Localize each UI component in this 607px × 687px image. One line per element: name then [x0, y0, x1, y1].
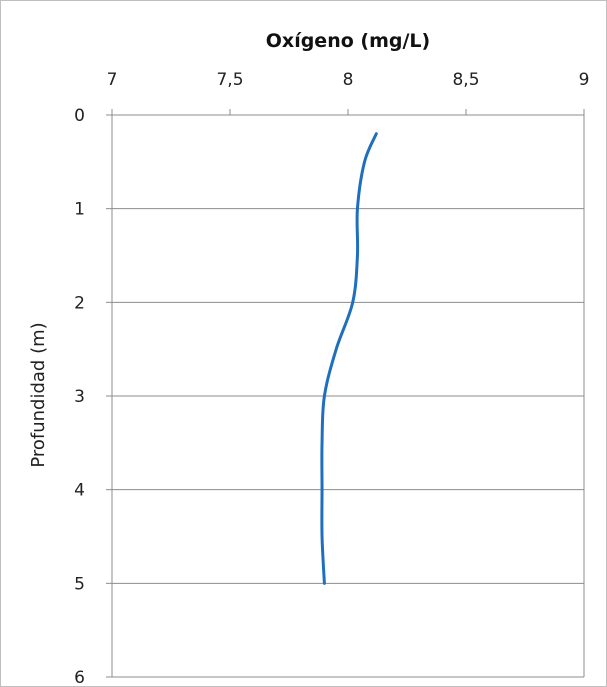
y-tick-label: 1 — [74, 200, 85, 220]
x-tick-label: 9 — [579, 70, 590, 90]
series-line-0 — [320, 132, 378, 585]
tick-labels: 0 1 2 3 4 5 6 7 7,5 8 8,5 9 — [74, 70, 589, 687]
y-tick-label: 4 — [74, 481, 85, 501]
y-tick-label: 6 — [74, 668, 85, 687]
grid-lines — [112, 208, 584, 678]
y-tick-label: 0 — [74, 106, 85, 126]
chart-title: Oxígeno (mg/L) — [266, 30, 430, 52]
x-tick-label: 8,5 — [452, 70, 479, 90]
y-axis-label: Profundidad (m) — [28, 322, 49, 467]
series-layer — [320, 132, 378, 585]
y-tick-label: 2 — [74, 293, 85, 313]
x-tick-label: 8 — [343, 70, 354, 90]
y-tick-label: 3 — [74, 387, 85, 407]
x-tick-label: 7,5 — [216, 70, 243, 90]
y-tick-label: 5 — [74, 574, 85, 594]
axes — [106, 109, 585, 678]
x-tick-label: 7 — [107, 70, 118, 90]
